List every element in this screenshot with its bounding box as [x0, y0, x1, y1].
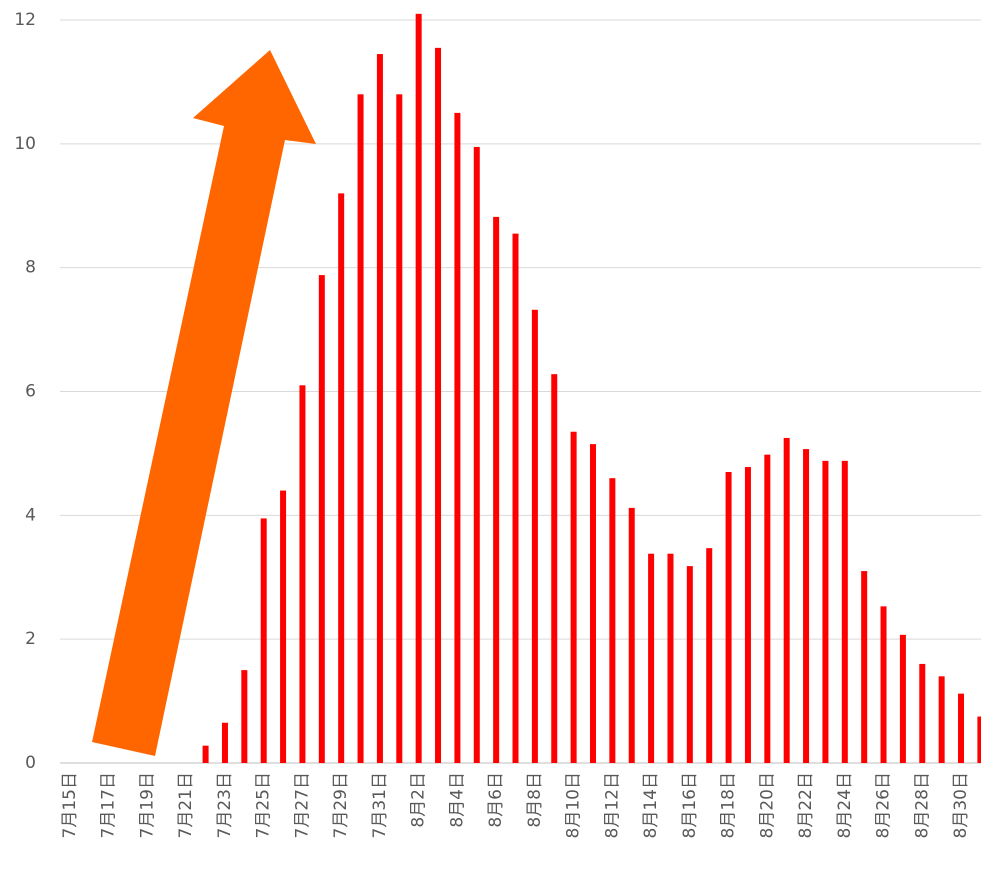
bar: [241, 670, 248, 763]
plot: 0 2 4 6 8 10 12 7月15日 7月17日 7月19日 7月21日 7月23日 7月25日 7…: [14, 10, 981, 838]
bar: [338, 193, 345, 763]
bar: [861, 571, 868, 763]
x-tick-label: 8月4日: [447, 772, 467, 828]
x-tick-label: 8月18日: [719, 772, 739, 838]
bar: [551, 374, 558, 763]
x-tick-label: 7月15日: [60, 772, 80, 838]
bar: [299, 385, 306, 763]
x-tick-label: 7月21日: [176, 772, 196, 838]
bar: [919, 663, 926, 763]
x-tick-label: 8月30日: [951, 772, 971, 838]
bar: [396, 94, 403, 764]
x-tick-label: 8月2日: [409, 772, 429, 828]
bar: [648, 553, 655, 763]
y-tick-label: 6: [25, 382, 36, 402]
bar: [841, 460, 848, 763]
y-tick-label: 4: [25, 505, 36, 525]
arrow: [92, 50, 316, 756]
x-tick-label: 8月20日: [757, 772, 777, 838]
bar: [764, 454, 771, 763]
bar: [803, 449, 810, 763]
y-tick-label: 8: [25, 258, 36, 278]
bar: [938, 676, 945, 763]
bar: [260, 518, 267, 763]
bar: [609, 478, 616, 763]
x-tick-label: 7月27日: [292, 772, 312, 838]
bar: [318, 275, 325, 763]
y-tick-label: 0: [25, 753, 36, 773]
bar: [570, 431, 577, 763]
bar: [589, 444, 596, 763]
bar: [686, 566, 693, 763]
bar: [221, 722, 228, 763]
bar: [977, 716, 981, 763]
bar: [202, 745, 209, 763]
bar: [744, 467, 751, 763]
bar: [415, 13, 422, 763]
y-tick-label: 12: [14, 10, 36, 30]
x-tick-label: 8月8日: [525, 772, 545, 828]
x-tick-label: 7月19日: [137, 772, 157, 838]
x-tick-label: 7月25日: [254, 772, 274, 838]
bar: [435, 47, 442, 764]
x-tick-label: 8月28日: [912, 772, 932, 838]
bar: [473, 146, 480, 763]
bar: [725, 471, 732, 763]
x-tick-label: 7月23日: [215, 772, 235, 838]
bar: [493, 216, 500, 763]
x-tick-label: 7月29日: [331, 772, 351, 838]
x-tick-label: 8月16日: [680, 772, 700, 838]
bar: [357, 94, 364, 764]
x-tick-label: 8月10日: [564, 772, 584, 838]
x-tick-label: 7月17日: [99, 772, 119, 838]
x-tick-label: 8月24日: [835, 772, 855, 838]
bar: [512, 233, 519, 764]
bar: [376, 54, 383, 764]
bar: [958, 693, 965, 763]
bar: [783, 437, 790, 763]
y-tick-label: 2: [25, 629, 36, 649]
bar: [880, 606, 887, 763]
x-tick-label: 8月26日: [874, 772, 894, 838]
bar: [628, 507, 635, 763]
bar: [899, 634, 906, 763]
bar: [667, 553, 674, 763]
x-tick-label: 8月22日: [796, 772, 816, 838]
bar: [822, 460, 829, 763]
x-tick-label: 8月6日: [486, 772, 506, 828]
bar: [280, 490, 287, 763]
y-tick-label: 10: [14, 134, 36, 154]
x-tick-label: 8月14日: [641, 772, 661, 838]
bar: [531, 309, 538, 763]
x-tick-label: 7月31日: [370, 772, 390, 838]
bar: [454, 112, 461, 763]
x-tick-label: 8月12日: [602, 772, 622, 838]
bar: [706, 548, 713, 763]
